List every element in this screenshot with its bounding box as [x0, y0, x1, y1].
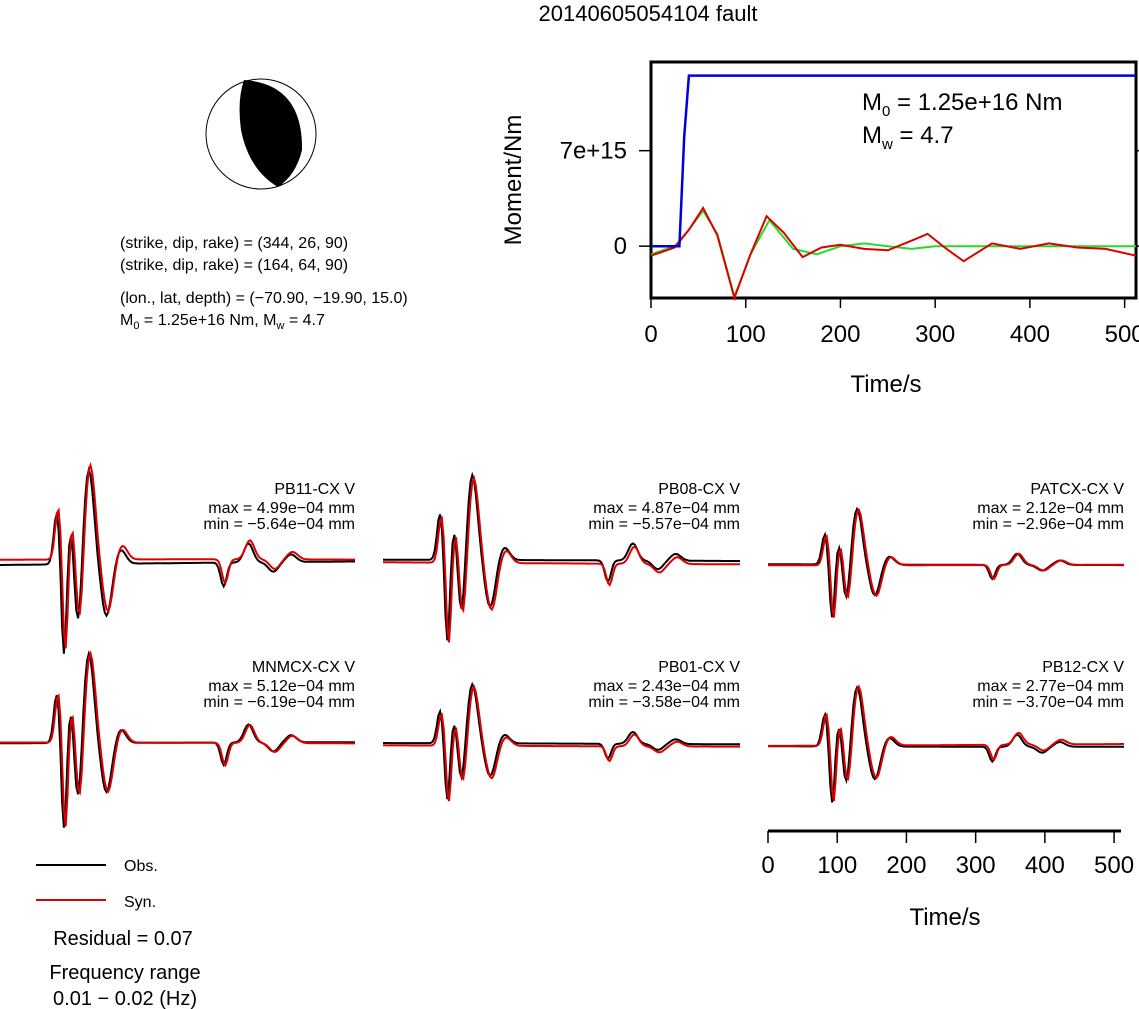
- moment-y-tick-label: 7e+15: [560, 138, 627, 165]
- station-min: min = −2.96e−04 mm: [972, 516, 1124, 533]
- moment-y-ticks: 0 7e+15: [560, 138, 1139, 260]
- residual-label: Residual = 0.07: [53, 928, 193, 950]
- station-max: max = 2.12e−04 mm: [977, 500, 1124, 517]
- observed-trace: [383, 681, 740, 800]
- legend-syn-label: Syn.: [124, 894, 156, 911]
- waveform-time-axis: 0 100 200 300 400 500 Time/s: [761, 829, 1134, 931]
- waveform-x-ticks: 0 100 200 300 400 500: [761, 831, 1134, 879]
- station-max: max = 2.43e−04 mm: [593, 678, 740, 695]
- station-name: PB12-CX V: [1042, 659, 1124, 676]
- station-min: min = −5.64e−04 mm: [203, 516, 355, 533]
- moment-plot-frame: [649, 60, 1138, 300]
- station-name: PB08-CX V: [658, 481, 740, 498]
- moment-x-tick-label: 400: [1010, 321, 1050, 348]
- waveform-x-tick-label: 0: [761, 852, 774, 879]
- beachball: [205, 78, 317, 190]
- moment-x-tick-label: 500: [1105, 321, 1139, 348]
- synthetic-trace: [0, 649, 355, 827]
- waveform-x-axis-label: Time/s: [909, 904, 980, 931]
- station-name: PATCX-CX V: [1030, 481, 1124, 498]
- moment-x-tick-label: 100: [726, 321, 766, 348]
- station-max: max = 5.12e−04 mm: [208, 678, 355, 695]
- observed-trace: [0, 465, 355, 654]
- beachball-compressional-quadrant: [239, 80, 303, 187]
- legend-obs-label: Obs.: [124, 858, 158, 875]
- moment-x-ticks: 0 100 200 300 400 500: [644, 298, 1139, 348]
- moment-green-trace: [650, 208, 1136, 300]
- moment-x-tick-label: 200: [820, 321, 860, 348]
- synthetic-trace: [768, 507, 1124, 618]
- station-max: max = 4.87e−04 mm: [593, 500, 740, 517]
- station-max: max = 2.77e−04 mm: [977, 678, 1124, 695]
- synthetic-trace: [383, 684, 740, 802]
- station-max: max = 4.99e−04 mm: [208, 500, 355, 517]
- station-min: min = −5.57e−04 mm: [588, 516, 740, 533]
- source-moment: M0 = 1.25e+16 Nm, Mw = 4.7: [120, 312, 325, 332]
- station-min: min = −3.58e−04 mm: [588, 694, 740, 711]
- waveform-x-tick-label: 200: [886, 852, 926, 879]
- waveform-x-tick-label: 100: [817, 852, 857, 879]
- observed-trace: [768, 685, 1124, 803]
- frequency-range-label: Frequency range: [49, 962, 200, 984]
- station-name: MNMCX-CX V: [252, 659, 355, 676]
- nodal-plane-1: (strike, dip, rake) = (344, 26, 90): [120, 235, 348, 252]
- moment-mw-label: Mw = 4.7: [862, 122, 954, 153]
- moment-y-tick-label: 0: [614, 233, 627, 260]
- moment-x-tick-label: 300: [915, 321, 955, 348]
- frequency-range-value: 0.01 − 0.02 (Hz): [53, 988, 197, 1009]
- station-min: min = −6.19e−04 mm: [203, 694, 355, 711]
- station-name: PB01-CX V: [658, 659, 740, 676]
- legend: Obs. Syn.: [36, 858, 158, 911]
- figure-title: 20140605054104 fault: [539, 1, 758, 26]
- moment-function-line: [651, 74, 1136, 248]
- moment-y-axis-label: Moment/Nm: [500, 115, 527, 246]
- station-min: min = −3.70e−04 mm: [972, 694, 1124, 711]
- synthetic-trace: [0, 461, 355, 649]
- moment-red-trace: [650, 206, 1137, 302]
- moment-x-tick-label: 0: [644, 321, 657, 348]
- waveform-x-tick-label: 300: [956, 852, 996, 879]
- synthetic-trace: [767, 684, 1124, 802]
- waveform-x-tick-label: 400: [1025, 852, 1065, 879]
- moment-plot: 0 100 200 300 400 500 0 7e+15 M0 = 1.25e+16 Nm…: [500, 60, 1139, 398]
- nodal-plane-2: (strike, dip, rake) = (164, 64, 90): [120, 257, 348, 274]
- source-location: (lon., lat, depth) = (−70.90, −19.90, 15…: [120, 290, 408, 307]
- moment-m0-label: M0 = 1.25e+16 Nm: [862, 89, 1062, 120]
- observed-trace: [383, 471, 740, 641]
- moment-x-axis-label: Time/s: [850, 371, 921, 398]
- waveform-x-tick-label: 500: [1094, 852, 1134, 879]
- station-name: PB11-CX V: [274, 481, 355, 498]
- synthetic-trace: [383, 474, 740, 643]
